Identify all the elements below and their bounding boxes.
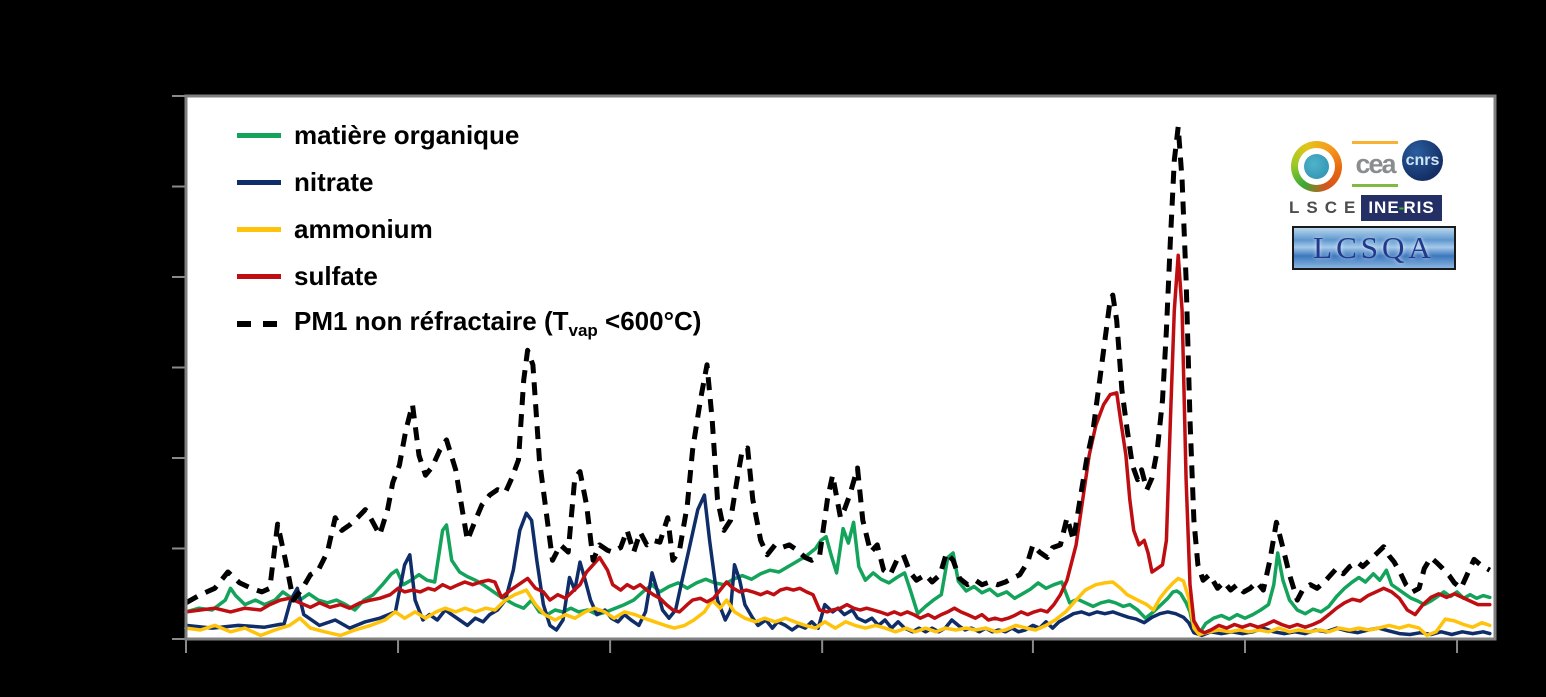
cea-logo-text: cea — [1355, 148, 1396, 179]
legend-label-nitrate: nitrate — [294, 167, 374, 197]
ineris-logo-text-left: INE — [1368, 198, 1400, 217]
lsce-globe-icon — [1291, 141, 1342, 192]
axis-ticks — [172, 95, 1459, 653]
plot-frame — [184, 94, 1497, 641]
legend-item-pm1: PM1 non réfractaire (Tvap <600°C) — [237, 300, 701, 347]
lsce-logo-text: LSCE — [1289, 198, 1363, 217]
series-line-mati-re-organique — [184, 520, 1492, 636]
legend-swatch-sulfate — [237, 274, 281, 279]
series-line-ammonium — [184, 576, 1492, 638]
series-line-sulfate — [184, 253, 1492, 635]
legend-label-sulfate: sulfate — [294, 261, 378, 291]
legend-item-nitrate: nitrate — [237, 159, 701, 206]
series-line-pm1-non-r-fractaire-tvap-600-c — [184, 124, 1492, 605]
cea-logo: cea — [1352, 141, 1398, 187]
legend-label-pm1-suffix: <600°C) — [597, 306, 702, 336]
lcsqa-banner: LCSQA — [1292, 226, 1456, 270]
cnrs-logo: cnrs — [1402, 140, 1443, 181]
ineris-logo: INE - RIS — [1361, 195, 1442, 221]
legend-label-pm1-prefix: PM1 non réfractaire (T — [294, 306, 569, 336]
legend-label-ammonium: ammonium — [294, 214, 433, 244]
ineris-logo-text-right: RIS — [1403, 198, 1435, 217]
lcsqa-logo-text: LCSQA — [1313, 230, 1435, 265]
legend-label-pm1: PM1 non réfractaire (Tvap <600°C) — [294, 306, 701, 341]
cea-logo-top-bar — [1352, 141, 1398, 144]
cnrs-logo-text: cnrs — [1405, 151, 1440, 169]
ineris-logo-green-dash: - — [1398, 198, 1405, 217]
series-lines — [184, 124, 1492, 638]
legend-item-sulfate: sulfate — [237, 253, 701, 300]
legend: matière organique nitrate ammonium sulfa… — [237, 112, 701, 347]
cea-logo-bottom-bar — [1352, 184, 1398, 187]
legend-label-matiere-organique: matière organique — [294, 120, 520, 150]
legend-label-pm1-subscript: vap — [568, 321, 598, 340]
legend-swatch-pm1 — [237, 320, 281, 327]
legend-swatch-nitrate — [237, 180, 281, 185]
legend-item-ammonium: ammonium — [237, 206, 701, 253]
legend-swatch-ammonium — [237, 227, 281, 232]
legend-swatch-matiere-organique — [237, 133, 281, 138]
legend-item-matiere-organique: matière organique — [237, 112, 701, 159]
lsce-globe-core — [1304, 154, 1329, 179]
